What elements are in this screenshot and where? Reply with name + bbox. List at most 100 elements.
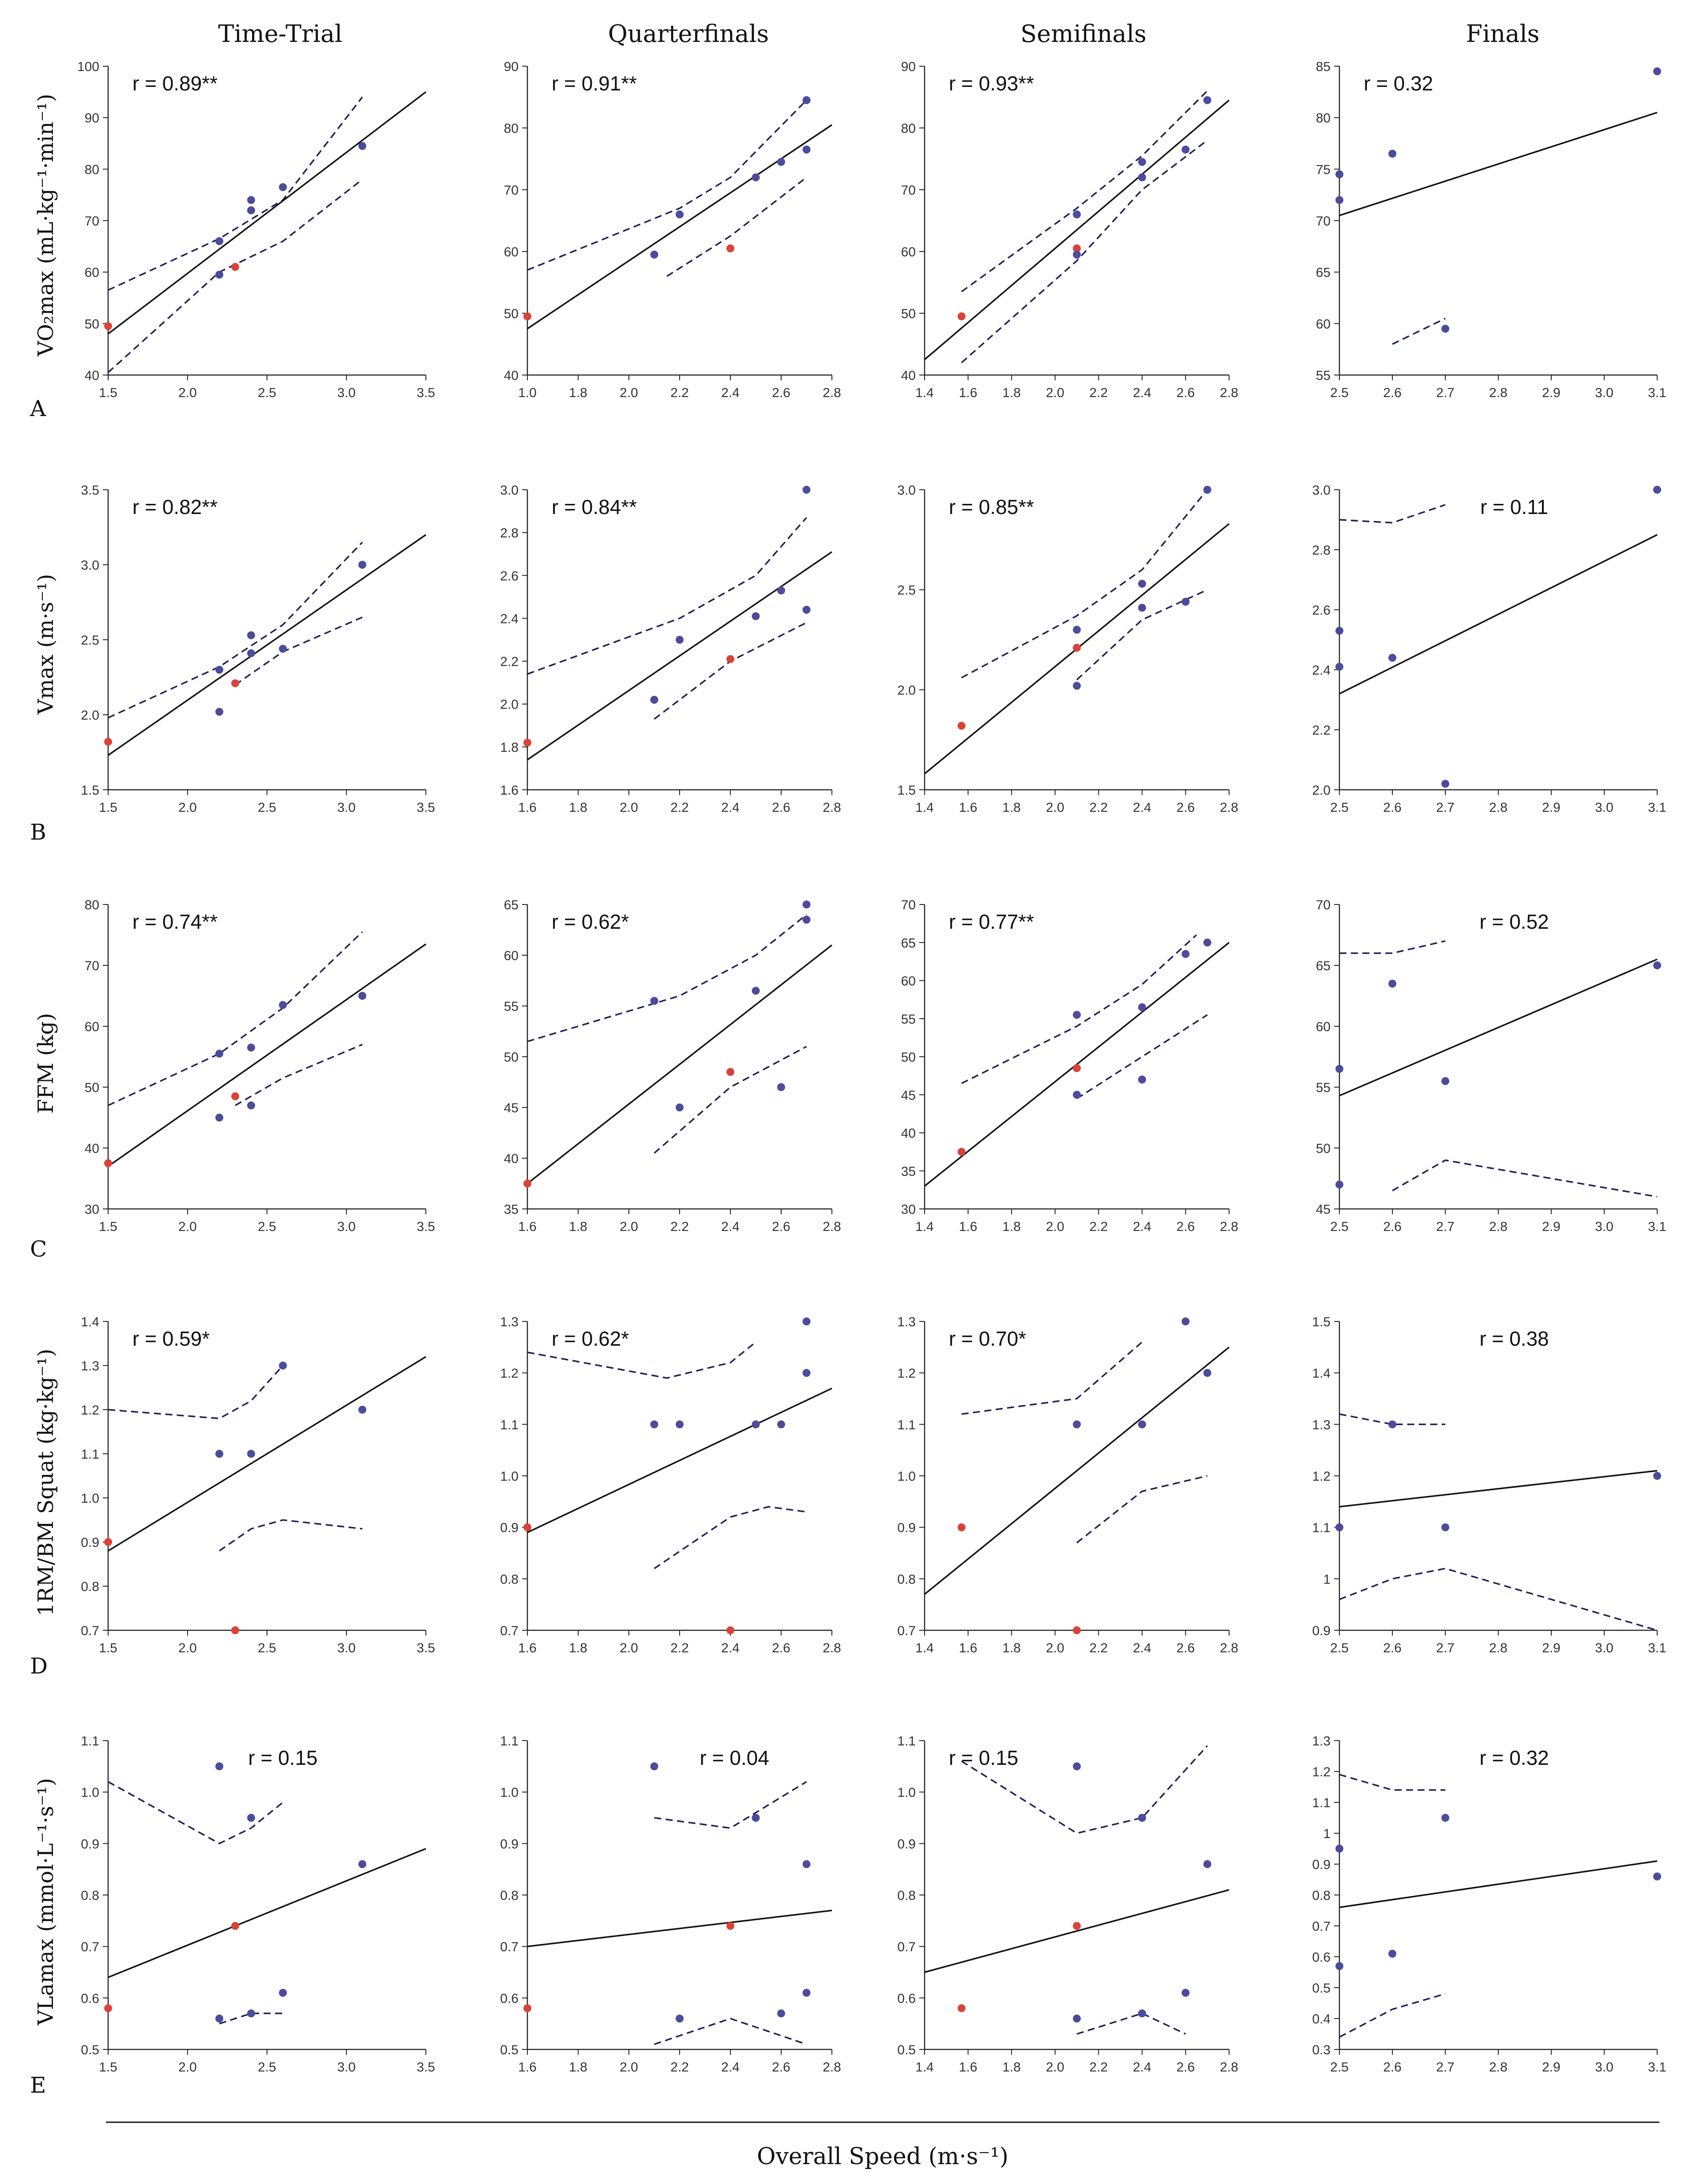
y-tick-label: 0.5 — [81, 2043, 99, 2057]
x-tick-label: 2.7 — [1436, 1220, 1455, 1234]
confidence-band-line — [1339, 1413, 1445, 1426]
y-tick-label: 0.8 — [500, 1572, 519, 1587]
y-tick-label: 30 — [901, 1202, 916, 1217]
data-point — [523, 739, 531, 747]
panel-0-3: 2.5 2.6 2.7 2.8 2.9 3.0 3.1 55 60 65 70 75 80 85 r = 0… — [1316, 60, 1666, 400]
data-point — [1138, 580, 1146, 588]
data-point — [1073, 210, 1081, 218]
x-tick-label: 1.5 — [99, 1641, 117, 1655]
x-tick-label: 2.6 — [772, 1220, 790, 1234]
panel-1-3: 2.5 2.6 2.7 2.8 2.9 3.0 3.1 2.0 2.2 2.4 2.6 2.8 3.0 r… — [1312, 483, 1666, 815]
y-tick-label: 40 — [504, 1152, 519, 1166]
data-point — [650, 251, 658, 259]
x-tick-label: 3.0 — [1595, 1641, 1613, 1655]
data-point — [676, 1103, 684, 1111]
confidence-band-line — [961, 934, 1197, 1084]
y-tick-label: 1.0 — [81, 1786, 99, 1800]
data-point — [247, 1450, 255, 1458]
data-point — [1653, 1472, 1661, 1480]
data-point — [1335, 1065, 1343, 1073]
y-tick-label: 65 — [1316, 266, 1331, 280]
x-tick-label: 1.4 — [915, 800, 934, 815]
y-tick-label: 80 — [504, 121, 519, 136]
x-axis-label: Overall Speed (m·s⁻¹) — [757, 2143, 1008, 2170]
data-point — [1073, 1064, 1081, 1072]
x-tick-label: 2.7 — [1436, 1641, 1455, 1655]
y-tick-label: 80 — [901, 121, 916, 136]
correlation-label: r = 0.62* — [552, 1327, 629, 1350]
data-point — [1073, 2015, 1081, 2023]
data-point — [247, 196, 255, 204]
x-tick-label: 3.0 — [337, 1641, 356, 1655]
confidence-band-line — [108, 1781, 284, 1845]
x-tick-label: 1.6 — [518, 1220, 537, 1234]
data-point — [1653, 486, 1661, 494]
data-point — [1441, 1077, 1449, 1085]
panel-4-3: 2.5 2.6 2.7 2.8 2.9 3.0 3.1 0.3 0.4 0.5 0.6 0.7 0.8 0… — [1312, 1734, 1666, 2075]
x-tick-label: 1.8 — [1002, 800, 1021, 815]
data-point — [726, 1626, 734, 1634]
y-tick-label: 2.6 — [1312, 603, 1331, 618]
y-tick-label: 1.3 — [81, 1359, 99, 1373]
x-tick-label: 3.5 — [417, 1220, 435, 1234]
data-point — [1335, 627, 1343, 635]
x-tick-label: 2.9 — [1542, 1641, 1561, 1655]
data-point — [777, 1420, 785, 1429]
y-tick-label: 55 — [504, 999, 519, 1014]
x-tick-label: 1.4 — [915, 2060, 934, 2075]
y-tick-label: 1.5 — [897, 783, 916, 798]
confidence-band-line — [1339, 1774, 1445, 1791]
x-tick-label: 3.0 — [337, 1220, 356, 1234]
y-tick-label: 70 — [1316, 898, 1331, 912]
confidence-band-line — [1339, 504, 1446, 524]
y-label-vo2max: VO₂max (mL·kg⁻¹·min⁻¹) — [34, 94, 58, 357]
data-point — [247, 206, 255, 214]
confidence-band-line — [527, 517, 807, 675]
y-tick-label: 1.5 — [1312, 1315, 1331, 1329]
data-point — [1203, 96, 1211, 104]
panel-axes — [107, 1741, 426, 2050]
x-tick-label: 3.0 — [337, 2060, 356, 2075]
y-tick-label: 2.8 — [1312, 543, 1331, 558]
x-tick-label: 2.9 — [1542, 386, 1561, 400]
panel-axes — [1339, 490, 1657, 791]
y-tick-label: 60 — [85, 266, 99, 280]
regression-line — [924, 99, 1230, 360]
x-tick-label: 2.5 — [1330, 1220, 1349, 1234]
regression-line — [107, 91, 427, 335]
x-tick-label: 1.6 — [959, 2060, 978, 2075]
data-point — [802, 901, 811, 908]
x-tick-label: 2.9 — [1542, 2060, 1561, 2075]
panel-3-1: 1.6 1.8 2.0 2.2 2.4 2.6 2.8 0.7 0.8 0.9 1.0 1.1 1.2 1… — [500, 1315, 841, 1655]
data-point — [247, 1043, 255, 1052]
data-point — [726, 1922, 734, 1930]
y-tick-label: 80 — [85, 162, 99, 177]
x-tick-label: 2.8 — [823, 800, 841, 815]
x-tick-label: 2.8 — [1220, 1641, 1238, 1655]
data-point — [650, 1420, 658, 1429]
confidence-band-line — [961, 139, 1208, 364]
x-tick-label: 2.6 — [1177, 800, 1195, 815]
x-tick-label: 3.0 — [1595, 386, 1613, 400]
y-tick-label: 1.2 — [1312, 1765, 1331, 1779]
correlation-label: r = 0.59* — [132, 1327, 210, 1350]
x-tick-label: 3.1 — [1648, 1220, 1666, 1234]
y-label-vmax: Vmax (m·s⁻¹) — [34, 574, 58, 715]
confidence-band-line — [654, 1506, 807, 1569]
regression-line — [108, 534, 426, 756]
data-point — [777, 2009, 785, 2018]
confidence-band-line — [108, 1365, 284, 1419]
confidence-band-line — [654, 1046, 807, 1154]
x-tick-label: 3.1 — [1648, 386, 1666, 400]
data-point — [1073, 1011, 1081, 1019]
x-tick-label: 2.5 — [1330, 386, 1349, 400]
confidence-band-line — [108, 931, 363, 1106]
x-tick-label: 2.8 — [1220, 2060, 1238, 2075]
confidence-band-line — [1339, 1993, 1446, 2038]
y-tick-label: 90 — [85, 111, 99, 126]
panel-axes — [1339, 1741, 1657, 2050]
x-tick-label: 3.1 — [1648, 800, 1666, 815]
y-tick-label: 0.7 — [897, 1624, 916, 1638]
panel-axes — [1339, 66, 1657, 376]
x-tick-label: 2.8 — [1489, 2060, 1508, 2075]
